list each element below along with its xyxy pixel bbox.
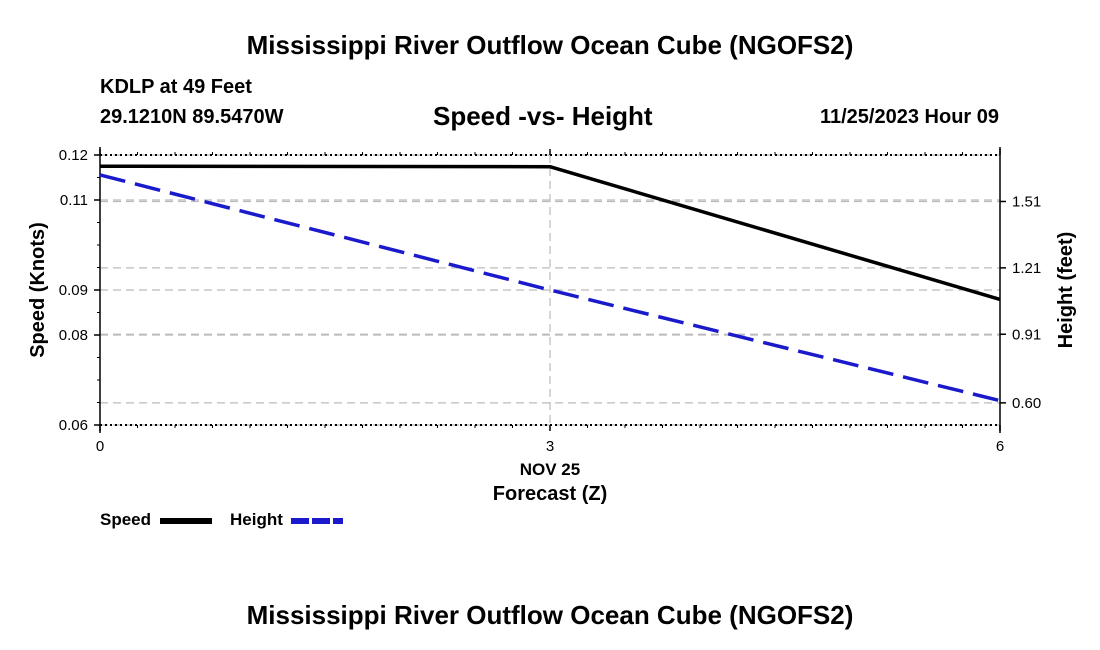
y-tick-label: 0.08 [59,327,88,344]
y-tick-label: 0.09 [59,282,88,299]
y2-tick-label: 0.91 [1012,326,1041,343]
x-tick-label: 0 [96,438,104,455]
y-axis-title: Speed (Knots) [27,222,49,358]
forecast-datetime: 11/25/2023 Hour 09 [819,106,999,128]
x-tick-label: 6 [996,438,1004,455]
legend-speed-label: Speed [100,510,152,529]
y-tick-label: 0.12 [59,147,88,164]
y2-axis-title: Height (feet) [1055,232,1077,349]
y-tick-label: 0.11 [60,192,88,209]
main-title: Mississippi River Outflow Ocean Cube (NG… [246,30,854,60]
y2-tick-label: 1.21 [1012,260,1041,277]
y-tick-label: 0.06 [59,417,88,434]
series-line-speed [99,164,1001,302]
legend-speed-swatch [160,518,212,524]
x-tick-label: 3 [546,438,554,455]
y2-tick-label: 1.51 [1012,193,1041,210]
x-date-label: NOV 25 [520,460,580,479]
legend-height-label: Height [230,510,283,529]
footer-title: Mississippi River Outflow Ocean Cube (NG… [246,600,854,630]
station-label: KDLP at 49 Feet [100,76,252,98]
y2-tick-label: 0.60 [1012,395,1041,412]
station-coordinates: 29.1210N 89.5470W [100,106,284,128]
chart-subtitle: Speed -vs- Height [433,101,653,131]
legend-height-swatch [291,518,343,524]
series-line-height [99,173,1001,403]
x-axis-title: Forecast (Z) [493,483,607,505]
